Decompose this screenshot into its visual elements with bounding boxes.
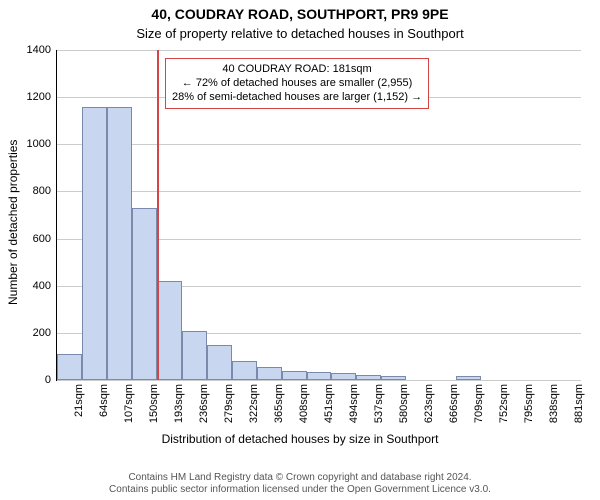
y-tick-label: 0 <box>45 374 51 386</box>
chart-title-line2: Size of property relative to detached ho… <box>0 26 600 41</box>
y-tick-label: 200 <box>33 327 51 339</box>
histogram-bar <box>356 375 381 380</box>
histogram-bar <box>331 373 356 380</box>
histogram-bar <box>57 354 82 380</box>
y-tick-label: 1000 <box>27 138 51 150</box>
footer-line1: Contains HM Land Registry data © Crown c… <box>0 472 600 484</box>
histogram-bar <box>257 367 282 380</box>
chart-title-line1: 40, COUDRAY ROAD, SOUTHPORT, PR9 9PE <box>0 6 600 22</box>
histogram-bar <box>282 371 307 380</box>
footer-line2: Contains public sector information licen… <box>0 484 600 496</box>
x-tick-label: 408sqm <box>298 384 310 423</box>
gridline <box>57 50 581 51</box>
x-axis-label: Distribution of detached houses by size … <box>0 432 600 446</box>
marker-line <box>157 50 159 380</box>
histogram-bar <box>307 372 332 380</box>
y-tick-label: 800 <box>33 185 51 197</box>
x-tick-label: 494sqm <box>348 384 360 423</box>
histogram-bar <box>157 281 182 380</box>
histogram-bar <box>132 208 157 380</box>
x-tick-label: 107sqm <box>123 384 135 423</box>
y-axis-label: Number of detached properties <box>6 140 20 305</box>
annotation-line: 28% of semi-detached houses are larger (… <box>172 91 422 105</box>
x-tick-label: 881sqm <box>573 384 585 423</box>
gridline <box>57 191 581 192</box>
y-tick-label: 600 <box>33 233 51 245</box>
histogram-bar <box>82 107 107 380</box>
annotation-line: ← 72% of detached houses are smaller (2,… <box>172 77 422 91</box>
gridline <box>57 380 581 381</box>
histogram-bar <box>207 345 232 380</box>
x-tick-label: 365sqm <box>273 384 285 423</box>
annotation-line: 40 COUDRAY ROAD: 181sqm <box>172 63 422 77</box>
x-tick-label: 709sqm <box>473 384 485 423</box>
y-tick-label: 1400 <box>27 44 51 56</box>
x-tick-label: 580sqm <box>398 384 410 423</box>
x-tick-label: 236sqm <box>198 384 210 423</box>
histogram-bar <box>232 361 257 380</box>
x-tick-label: 322sqm <box>248 384 260 423</box>
x-tick-label: 838sqm <box>548 384 560 423</box>
x-tick-label: 537sqm <box>373 384 385 423</box>
annotation-box: 40 COUDRAY ROAD: 181sqm← 72% of detached… <box>165 58 429 109</box>
histogram-bar <box>381 376 406 380</box>
x-tick-label: 21sqm <box>73 384 85 417</box>
histogram-bar <box>456 376 481 380</box>
histogram-bar <box>107 107 132 380</box>
x-tick-label: 64sqm <box>98 384 110 417</box>
y-tick-label: 400 <box>33 280 51 292</box>
x-tick-label: 666sqm <box>448 384 460 423</box>
gridline <box>57 144 581 145</box>
y-tick-label: 1200 <box>27 91 51 103</box>
x-tick-label: 795sqm <box>523 384 535 423</box>
x-tick-label: 193sqm <box>173 384 185 423</box>
x-tick-label: 451sqm <box>323 384 335 423</box>
x-tick-label: 752sqm <box>498 384 510 423</box>
footer-attribution: Contains HM Land Registry data © Crown c… <box>0 472 600 496</box>
histogram-bar <box>182 331 207 381</box>
x-tick-label: 623sqm <box>423 384 435 423</box>
x-tick-label: 279sqm <box>223 384 235 423</box>
plot-area: 020040060080010001200140021sqm64sqm107sq… <box>56 50 581 381</box>
x-tick-label: 150sqm <box>148 384 160 423</box>
